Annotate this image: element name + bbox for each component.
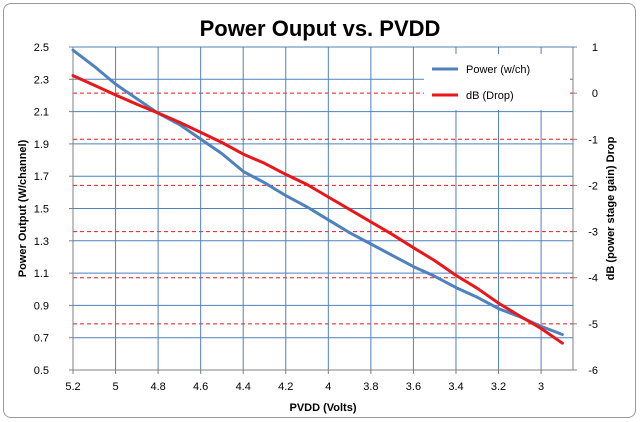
y2-tick-label: 0 [592,88,598,100]
x-tick-label: 3.6 [406,381,421,393]
y2-tick-label: 1 [592,42,598,54]
y-tick-label: 2.3 [34,74,49,86]
x-tick-label: 4.6 [193,381,208,393]
y-tick-label: 2.5 [34,42,49,54]
series-line-2 [71,74,564,345]
y2-tick-label: -1 [588,134,598,146]
y2-tick-label: -6 [588,365,598,377]
y-tick-label: 0.9 [34,300,49,312]
y-tick-label: 1.3 [34,236,49,248]
y2-tick-label: -4 [588,273,598,285]
x-tick-label: 5 [112,381,118,393]
x-tick-label: 3 [538,381,544,393]
y-axis-title: Power Output (W/channel) [17,139,29,277]
y2-axis-title: dB (power stage gain) Drop [605,136,617,280]
x-axis-title: PVDD (Volts) [289,402,356,414]
y-tick-label: 2.1 [34,107,49,119]
y-tick-label: 1.9 [34,139,49,151]
y-tick-label: 1.7 [34,171,49,183]
legend-label-2: dB (Drop) [466,90,514,102]
x-tick-label: 4.8 [150,381,165,393]
y-tick-label: 0.5 [34,365,49,377]
legend-label-1: Power (w/ch) [466,64,530,76]
x-tick-label: 3.2 [491,381,506,393]
y-tick-label: 1.1 [34,268,49,280]
x-tick-label: 5.2 [65,381,80,393]
x-tick-label: 4.4 [236,381,251,393]
x-tick-label: 3.4 [448,381,463,393]
y-tick-label: 0.7 [34,333,49,345]
chart-title: Power Ouput vs. PVDD [200,16,441,41]
y-tick-label: 1.5 [34,204,49,216]
x-tick-label: 4.2 [278,381,293,393]
x-tick-label: 4 [325,381,331,393]
y2-tick-label: -5 [588,319,598,331]
x-tick-label: 3.8 [363,381,378,393]
y2-tick-label: -3 [588,227,598,239]
y2-tick-label: -2 [588,180,598,192]
legend-box [424,54,570,110]
